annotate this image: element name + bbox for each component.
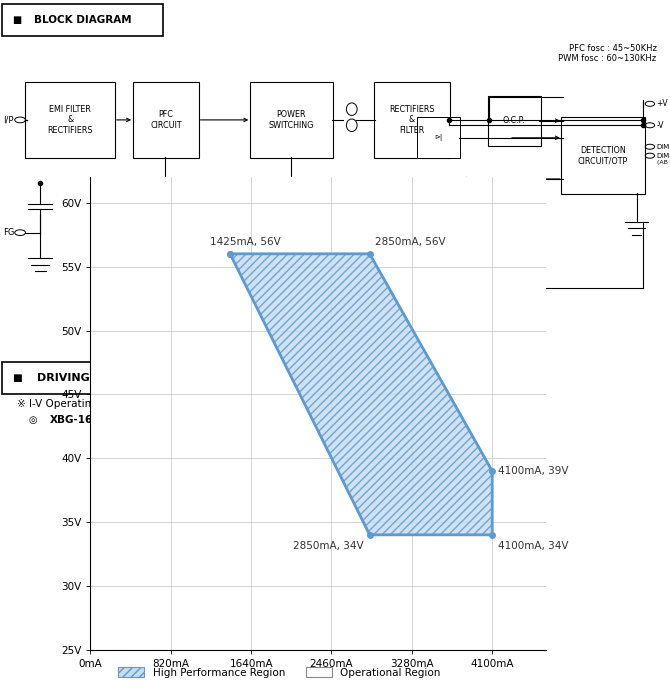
FancyBboxPatch shape xyxy=(2,362,424,393)
Text: PFC fosc : 45~50KHz
PWM fosc : 60~130KHz: PFC fosc : 45~50KHz PWM fosc : 60~130KHz xyxy=(559,44,657,63)
Text: DETECTION
CIRCUIT/OTP: DETECTION CIRCUIT/OTP xyxy=(578,146,628,165)
Text: 4100mA, 39V: 4100mA, 39V xyxy=(498,466,569,476)
Text: PFC
CONTROL: PFC CONTROL xyxy=(146,212,186,231)
FancyBboxPatch shape xyxy=(133,81,199,158)
Text: 1425mA, 56V: 1425mA, 56V xyxy=(210,238,281,247)
Text: ※ I-V Operating Area: ※ I-V Operating Area xyxy=(17,399,125,409)
Text: FG: FG xyxy=(3,228,15,237)
FancyBboxPatch shape xyxy=(240,199,289,240)
FancyBboxPatch shape xyxy=(444,268,494,309)
Text: ■: ■ xyxy=(12,15,21,25)
Text: ■: ■ xyxy=(12,373,22,383)
Text: DRIVING METHODS OF LED MODULE: DRIVING METHODS OF LED MODULE xyxy=(37,373,261,383)
Text: DIM+: DIM+ xyxy=(657,144,670,149)
FancyBboxPatch shape xyxy=(25,81,115,158)
FancyBboxPatch shape xyxy=(417,117,460,158)
FancyBboxPatch shape xyxy=(133,186,199,259)
Text: O.L.P.: O.L.P. xyxy=(254,215,275,224)
Text: ◎: ◎ xyxy=(28,415,37,425)
FancyBboxPatch shape xyxy=(307,186,373,259)
Text: ⊳|: ⊳| xyxy=(435,134,443,141)
Text: ⊳|: ⊳| xyxy=(435,285,443,292)
Text: O.C.P.: O.C.P. xyxy=(503,116,525,125)
Text: 4100mA, 34V: 4100mA, 34V xyxy=(498,541,569,551)
Text: POWER
SWITCHING: POWER SWITCHING xyxy=(269,111,314,129)
FancyBboxPatch shape xyxy=(417,268,460,309)
Text: -V: -V xyxy=(657,121,664,130)
Text: BLOCK DIAGRAM: BLOCK DIAGRAM xyxy=(34,15,131,25)
FancyBboxPatch shape xyxy=(488,96,541,146)
FancyBboxPatch shape xyxy=(2,4,163,35)
Text: RECTIFIERS
&
FILTER: RECTIFIERS & FILTER xyxy=(389,105,435,135)
Text: PWM
CONTROL: PWM CONTROL xyxy=(320,212,360,231)
Legend: High Performance Region, Operational Region: High Performance Region, Operational Reg… xyxy=(119,667,441,678)
FancyBboxPatch shape xyxy=(250,81,333,158)
Ellipse shape xyxy=(346,103,357,115)
Text: O.V.P.: O.V.P. xyxy=(458,284,480,293)
FancyBboxPatch shape xyxy=(561,117,645,194)
Text: 2850mA, 34V: 2850mA, 34V xyxy=(293,541,364,551)
Text: I/P: I/P xyxy=(3,115,14,124)
Text: DIM-: DIM- xyxy=(657,153,670,158)
Text: 2850mA, 56V: 2850mA, 56V xyxy=(375,238,445,247)
Text: EMI FILTER
&
RECTIFIERS: EMI FILTER & RECTIFIERS xyxy=(48,105,93,135)
Text: XBG-160: XBG-160 xyxy=(50,415,100,425)
Text: PFC
CIRCUIT: PFC CIRCUIT xyxy=(150,111,182,129)
FancyBboxPatch shape xyxy=(374,81,450,158)
Text: +V: +V xyxy=(657,99,668,108)
Ellipse shape xyxy=(346,119,357,131)
Polygon shape xyxy=(230,254,492,535)
Text: (AB Type): (AB Type) xyxy=(657,161,670,165)
